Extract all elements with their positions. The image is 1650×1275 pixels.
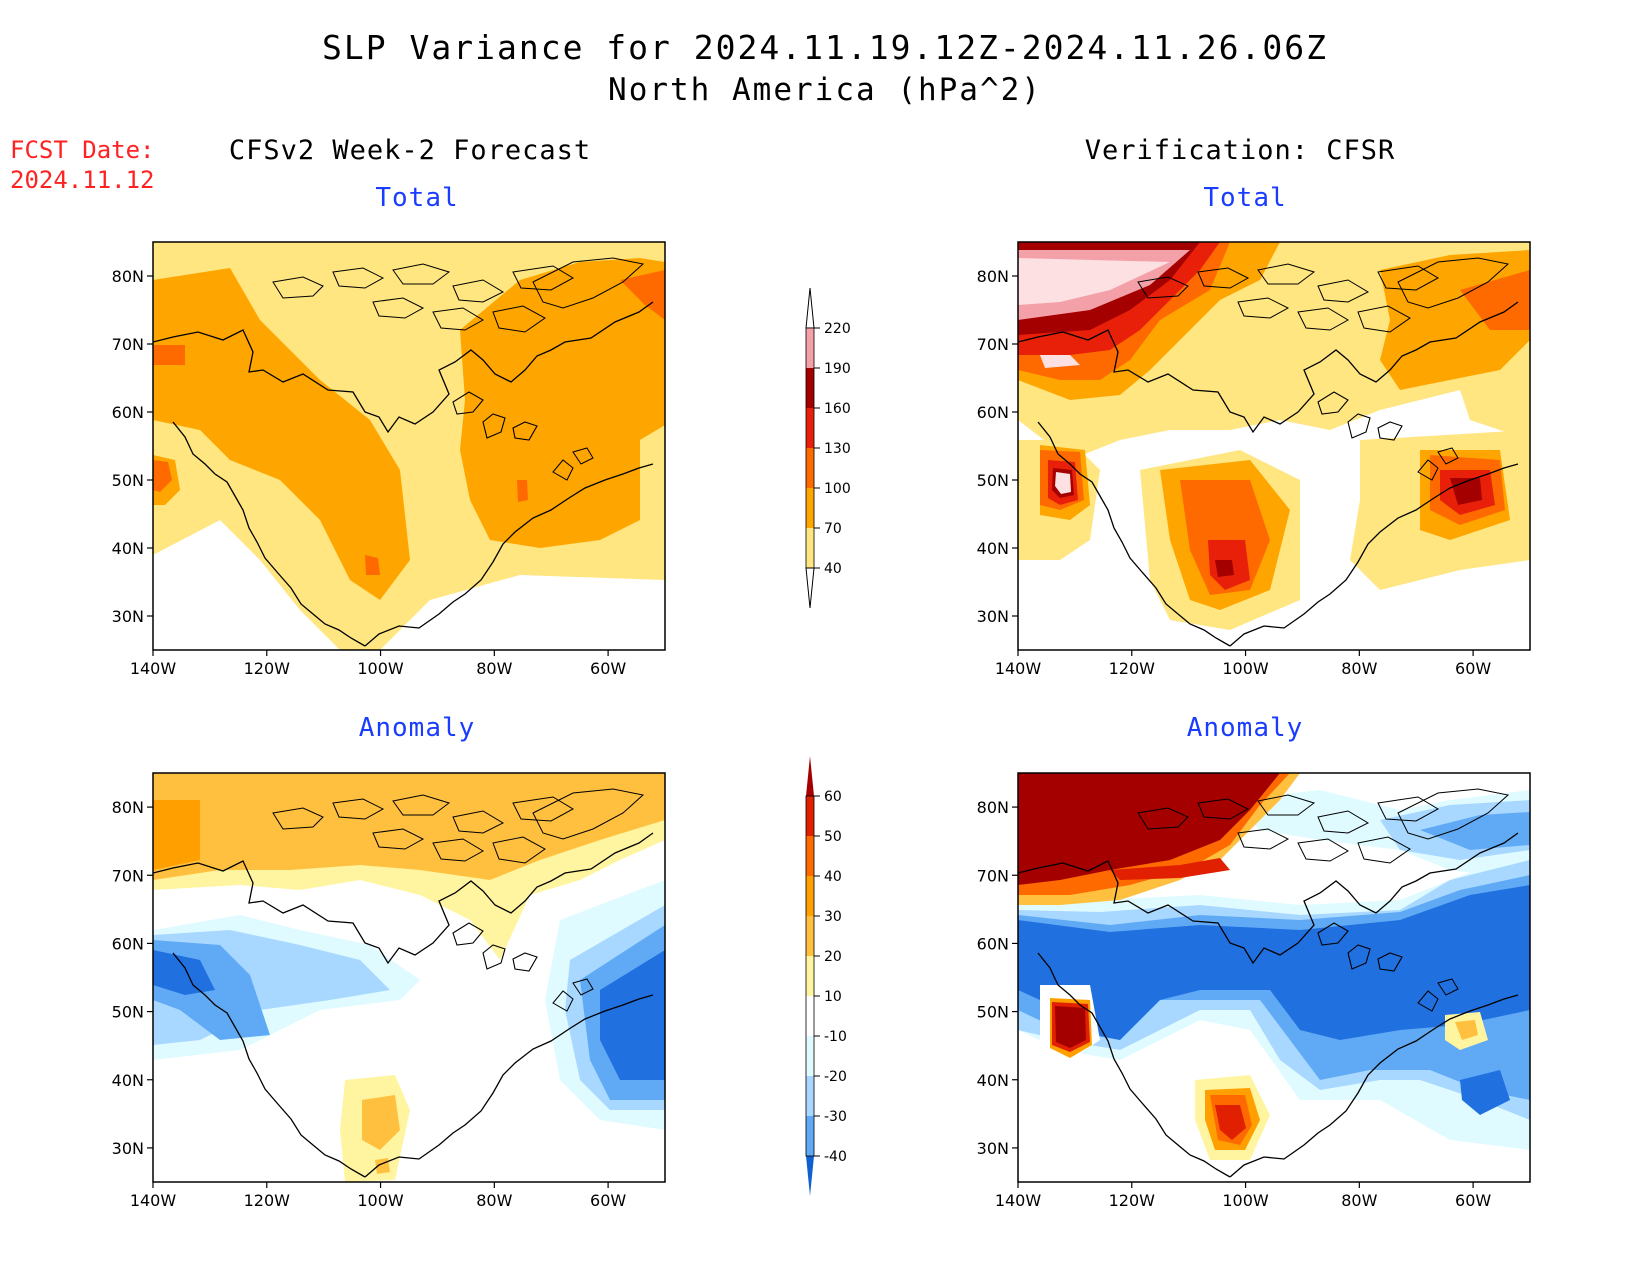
panel-title-bottom-right: Anomaly xyxy=(1186,713,1304,743)
lat-label: 30N xyxy=(977,607,1009,626)
lat-label: 40N xyxy=(977,539,1009,558)
lat-label: 50N xyxy=(112,1003,144,1022)
cbar-total-bin-70-100 xyxy=(806,488,814,528)
lon-label: 60W xyxy=(1455,659,1491,678)
lon-label: 120W xyxy=(1109,1191,1156,1210)
lat-label: 50N xyxy=(977,1003,1009,1022)
lat-label: 70N xyxy=(977,866,1009,885)
lat-label: 50N xyxy=(977,471,1009,490)
lon-label: 140W xyxy=(995,659,1042,678)
lon-label: 60W xyxy=(590,1191,626,1210)
lat-label: 70N xyxy=(977,335,1009,354)
left-column-title: CFSv2 Week-2 Forecast xyxy=(228,135,592,166)
lat-label: 60N xyxy=(977,934,1009,953)
forecast-total-map xyxy=(153,242,665,650)
forecast-date-line1: FCST Date: xyxy=(10,136,155,164)
forecast-date-label: FCST Date: 2024.11.12 xyxy=(10,135,155,195)
cbar-total-bin-190-220 xyxy=(806,328,814,368)
forecast-date-line2: 2024.11.12 xyxy=(10,166,155,194)
cbar-total-bin-130-160 xyxy=(806,408,814,448)
lon-label: 100W xyxy=(357,1191,404,1210)
lat-label: 40N xyxy=(112,1071,144,1090)
lat-label: 30N xyxy=(977,1139,1009,1158)
lon-label: 140W xyxy=(130,659,177,678)
lon-label: 120W xyxy=(1109,659,1156,678)
cbar-total-bin-40-70 xyxy=(806,528,814,568)
lon-label: 120W xyxy=(244,1191,291,1210)
colorbar-total: 220 190 160 130 100 70 40 xyxy=(805,287,851,609)
lat-label: 40N xyxy=(112,539,144,558)
lon-label: 120W xyxy=(244,659,291,678)
colorbar-label: -20 xyxy=(824,1069,847,1085)
lon-label: 100W xyxy=(1222,659,1269,678)
colorbar-label: 20 xyxy=(824,949,842,965)
panel-title-bottom-left: Anomaly xyxy=(358,713,476,743)
lat-label: 70N xyxy=(112,866,144,885)
lon-label: 80W xyxy=(476,1191,512,1210)
colorbar-label: 40 xyxy=(824,561,842,577)
lon-label: 80W xyxy=(476,659,512,678)
colorbar-label: 50 xyxy=(824,829,842,845)
cbar-total-bin-160-190 xyxy=(806,368,814,408)
lat-label: 30N xyxy=(112,1139,144,1158)
colorbar-anomaly: 60 50 40 30 20 10 -10 -20 -30 -40 xyxy=(805,756,847,1196)
lat-label: 70N xyxy=(112,335,144,354)
lat-label: 40N xyxy=(977,1071,1009,1090)
lon-label: 80W xyxy=(1341,1191,1377,1210)
colorbar-label: 10 xyxy=(824,989,842,1005)
lat-label: 80N xyxy=(977,798,1009,817)
colorbar-label: 70 xyxy=(824,521,842,537)
colorbar-label: -30 xyxy=(824,1109,847,1125)
panel-title-top-right: Total xyxy=(1203,183,1287,213)
lon-label: 100W xyxy=(357,659,404,678)
main-subtitle: North America (hPa^2) xyxy=(608,72,1042,108)
lat-label: 60N xyxy=(112,934,144,953)
lon-label: 140W xyxy=(130,1191,177,1210)
lat-label: 60N xyxy=(112,403,144,422)
cbar-total-bin-100-130 xyxy=(806,448,814,488)
colorbar-label: 160 xyxy=(824,401,851,417)
forecast-anomaly-map xyxy=(153,773,665,1182)
colorbar-label: 190 xyxy=(824,361,851,377)
colorbar-label: 220 xyxy=(824,321,851,337)
verification-anomaly-map xyxy=(1018,773,1530,1182)
lon-label: 100W xyxy=(1222,1191,1269,1210)
colorbar-label: 130 xyxy=(824,441,851,457)
lon-label: 60W xyxy=(590,659,626,678)
lon-label: 80W xyxy=(1341,659,1377,678)
colorbar-label: -10 xyxy=(824,1029,847,1045)
lat-label: 80N xyxy=(112,267,144,286)
lat-label: 80N xyxy=(112,798,144,817)
panel-title-top-left: Total xyxy=(375,183,459,213)
right-column-title: Verification: CFSR xyxy=(1084,135,1396,166)
main-title: SLP Variance for 2024.11.19.12Z-2024.11.… xyxy=(322,28,1328,67)
lon-label: 60W xyxy=(1455,1191,1491,1210)
colorbar-label: 100 xyxy=(824,481,851,497)
colorbar-label: -40 xyxy=(824,1149,847,1165)
lat-label: 80N xyxy=(977,267,1009,286)
lat-label: 60N xyxy=(977,403,1009,422)
colorbar-label: 60 xyxy=(824,789,842,805)
colorbar-label: 40 xyxy=(824,869,842,885)
lat-label: 50N xyxy=(112,471,144,490)
colorbar-label: 30 xyxy=(824,909,842,925)
lat-label: 30N xyxy=(112,607,144,626)
axis-labels: 80N 70N 60N 50N 40N 30N 140W 120W 100W 80W 60W 80N 7… xyxy=(112,267,1492,1210)
lon-label: 140W xyxy=(995,1191,1042,1210)
verification-total-map xyxy=(1018,242,1530,650)
